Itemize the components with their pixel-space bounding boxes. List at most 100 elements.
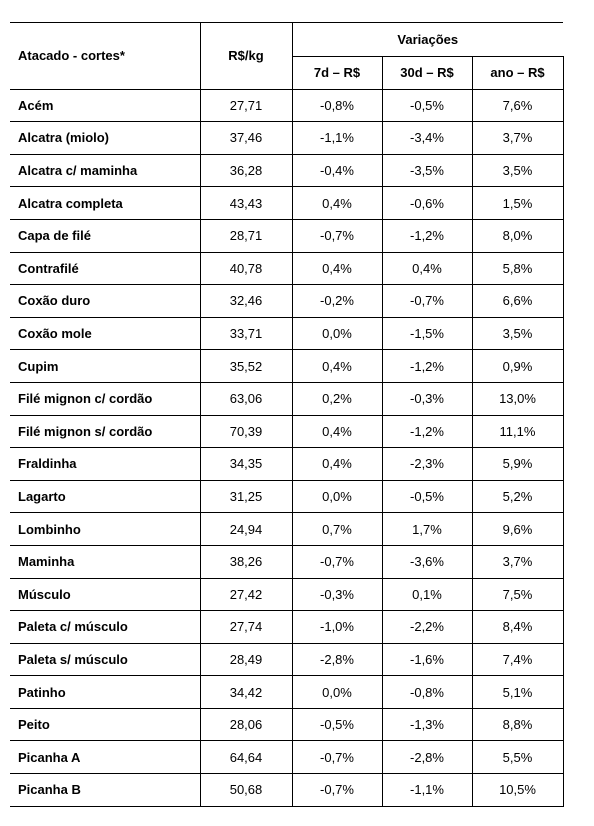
cell: -0,7% bbox=[291, 773, 382, 807]
cell: 32,46 bbox=[199, 284, 292, 318]
cell: -0,7% bbox=[291, 740, 382, 775]
cell: 27,42 bbox=[199, 577, 292, 612]
table-row: Coxão mole 33,71 0,0% -1,5% 3,5% bbox=[10, 316, 564, 351]
cell: -1,0% bbox=[291, 610, 382, 644]
cell: 3,5% bbox=[471, 153, 564, 188]
cell: 40,78 bbox=[199, 251, 292, 286]
table-row: Maminha 38,26 -0,7% -3,6% 3,7% bbox=[10, 544, 564, 579]
cell: -0,3% bbox=[291, 577, 382, 612]
table-row: Picanha B 50,68 -0,7% -1,1% 10,5% bbox=[10, 773, 564, 807]
table-row: Alcatra completa 43,43 0,4% -0,6% 1,5% bbox=[10, 186, 564, 220]
cell: 34,42 bbox=[199, 675, 292, 709]
cell: 27,74 bbox=[199, 610, 292, 644]
cut-name: Contrafilé bbox=[10, 251, 200, 286]
cut-name: Alcatra completa bbox=[10, 186, 200, 220]
cell: -1,1% bbox=[381, 773, 472, 807]
cell: 8,8% bbox=[471, 707, 564, 742]
cut-name: Picanha B bbox=[10, 773, 200, 807]
cell: 0,4% bbox=[291, 414, 382, 449]
table-row: Picanha A 64,64 -0,7% -2,8% 5,5% bbox=[10, 740, 564, 775]
cell: 1,7% bbox=[381, 512, 472, 546]
cell: -0,3% bbox=[381, 381, 472, 416]
cell: 3,7% bbox=[471, 121, 564, 155]
cut-name: Alcatra c/ maminha bbox=[10, 153, 200, 188]
cell: 3,5% bbox=[471, 316, 564, 351]
cell: 7,6% bbox=[471, 88, 564, 123]
cell: 0,0% bbox=[291, 479, 382, 514]
header-cell: 7d – R$ bbox=[291, 56, 382, 90]
table-row: Patinho 34,42 0,0% -0,8% 5,1% bbox=[10, 675, 564, 709]
cell: 27,71 bbox=[199, 88, 292, 123]
cut-name: Paleta s/ músculo bbox=[10, 642, 200, 677]
cell: 7,5% bbox=[471, 577, 564, 612]
cell: -0,5% bbox=[381, 88, 472, 123]
cut-name: Coxão duro bbox=[10, 284, 200, 318]
cell: -2,3% bbox=[381, 447, 472, 481]
table-body: Acém 27,71 -0,8% -0,5% 7,6% Alcatra (miolo) 37… bbox=[10, 88, 564, 807]
table-row: Acém 27,71 -0,8% -0,5% 7,6% bbox=[10, 88, 564, 123]
cell: 37,46 bbox=[199, 121, 292, 155]
cell: 0,2% bbox=[291, 381, 382, 416]
cell: -0,6% bbox=[381, 186, 472, 220]
cell: -1,3% bbox=[381, 707, 472, 742]
cell: 28,71 bbox=[199, 218, 292, 253]
cell: -1,2% bbox=[381, 414, 472, 449]
cut-name: Maminha bbox=[10, 544, 200, 579]
cell: -2,8% bbox=[291, 642, 382, 677]
cut-name: Acém bbox=[10, 88, 200, 123]
cell: 8,0% bbox=[471, 218, 564, 253]
cell: 6,6% bbox=[471, 284, 564, 318]
cell: 8,4% bbox=[471, 610, 564, 644]
cell: 0,1% bbox=[381, 577, 472, 612]
cell: -0,8% bbox=[381, 675, 472, 709]
header-row: Atacado - cortes* R$/kg Variações bbox=[10, 22, 563, 90]
cut-name: Filé mignon s/ cordão bbox=[10, 414, 200, 449]
cut-name: Fraldinha bbox=[10, 447, 200, 481]
table-row: Cupim 35,52 0,4% -1,2% 0,9% bbox=[10, 349, 564, 383]
cell: 0,4% bbox=[291, 447, 382, 481]
header-cell: R$/kg bbox=[199, 22, 292, 90]
cut-name: Peito bbox=[10, 707, 200, 742]
cell: 7,4% bbox=[471, 642, 564, 677]
cell: -3,5% bbox=[381, 153, 472, 188]
cell: 11,1% bbox=[471, 414, 564, 449]
cell: 64,64 bbox=[199, 740, 292, 775]
header-cell: Atacado - cortes* bbox=[10, 22, 200, 90]
cell: -2,8% bbox=[381, 740, 472, 775]
table-row: Contrafilé 40,78 0,4% 0,4% 5,8% bbox=[10, 251, 564, 286]
cell: 33,71 bbox=[199, 316, 292, 351]
table-row: Alcatra (miolo) 37,46 -1,1% -3,4% 3,7% bbox=[10, 121, 564, 155]
cell: -0,5% bbox=[381, 479, 472, 514]
cell: 5,1% bbox=[471, 675, 564, 709]
cell: 24,94 bbox=[199, 512, 292, 546]
cell: 0,0% bbox=[291, 316, 382, 351]
table-row: Coxão duro 32,46 -0,2% -0,7% 6,6% bbox=[10, 284, 564, 318]
header-cell: ano – R$ bbox=[471, 56, 564, 90]
table-row: Filé mignon c/ cordão 63,06 0,2% -0,3% 13,0% bbox=[10, 381, 564, 416]
header-group: Variações bbox=[291, 22, 563, 57]
cell: -3,4% bbox=[381, 121, 472, 155]
cut-name: Alcatra (miolo) bbox=[10, 121, 200, 155]
cell: -1,1% bbox=[291, 121, 382, 155]
cut-name: Capa de filé bbox=[10, 218, 200, 253]
table-row: Músculo 27,42 -0,3% 0,1% 7,5% bbox=[10, 577, 564, 612]
cell: 35,52 bbox=[199, 349, 292, 383]
cell: 38,26 bbox=[199, 544, 292, 579]
cell: 5,5% bbox=[471, 740, 564, 775]
cell: -0,7% bbox=[291, 218, 382, 253]
cut-name: Filé mignon c/ cordão bbox=[10, 381, 200, 416]
cell: 34,35 bbox=[199, 447, 292, 481]
cell: 5,9% bbox=[471, 447, 564, 481]
cell: -1,6% bbox=[381, 642, 472, 677]
cell: -2,2% bbox=[381, 610, 472, 644]
cell: -0,8% bbox=[291, 88, 382, 123]
cell: -0,4% bbox=[291, 153, 382, 188]
table-row: Capa de filé 28,71 -0,7% -1,2% 8,0% bbox=[10, 218, 564, 253]
cell: 0,9% bbox=[471, 349, 564, 383]
cell: -0,7% bbox=[381, 284, 472, 318]
cell: 5,2% bbox=[471, 479, 564, 514]
table-row: Alcatra c/ maminha 36,28 -0,4% -3,5% 3,5% bbox=[10, 153, 564, 188]
cell: -1,2% bbox=[381, 218, 472, 253]
cell: -0,7% bbox=[291, 544, 382, 579]
cell: 0,7% bbox=[291, 512, 382, 546]
